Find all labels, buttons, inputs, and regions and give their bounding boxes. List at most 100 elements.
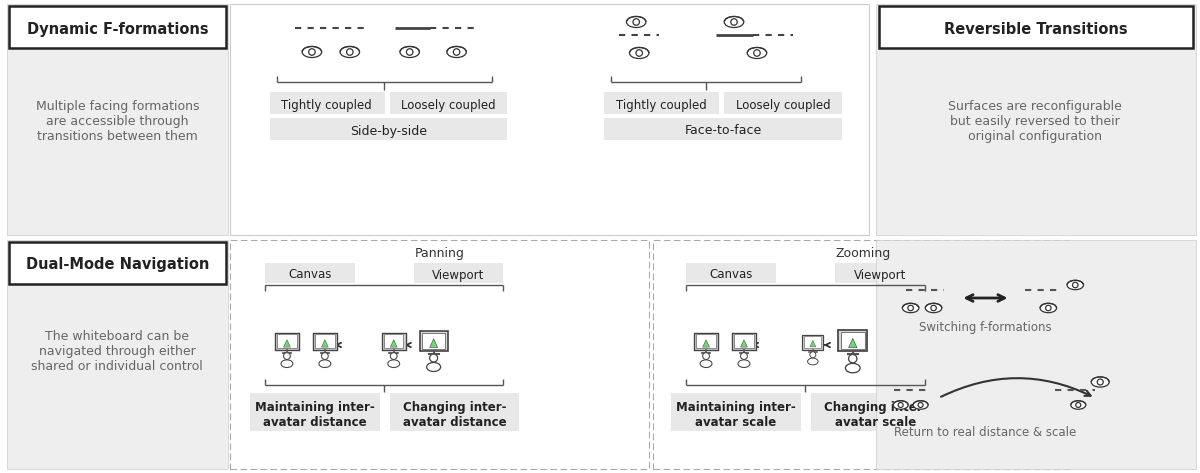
Bar <box>876 4 1196 235</box>
Bar <box>265 263 355 283</box>
Polygon shape <box>430 339 438 348</box>
Text: Loosely coupled: Loosely coupled <box>736 98 830 112</box>
Text: Surfaces are reconfigurable
but easily reversed to their
original configuration: Surfaces are reconfigurable but easily r… <box>948 100 1122 143</box>
Bar <box>390 92 508 114</box>
Polygon shape <box>283 340 290 347</box>
Bar <box>382 333 406 350</box>
Ellipse shape <box>846 363 860 373</box>
Ellipse shape <box>918 403 923 408</box>
Polygon shape <box>703 340 709 347</box>
Polygon shape <box>810 340 816 347</box>
Bar <box>653 240 1073 469</box>
Text: Viewport: Viewport <box>432 269 485 281</box>
Text: Zooming: Zooming <box>835 246 890 260</box>
Ellipse shape <box>446 46 467 58</box>
Bar <box>230 4 869 235</box>
Ellipse shape <box>738 360 750 368</box>
Ellipse shape <box>731 19 737 25</box>
Bar <box>671 393 800 431</box>
Bar <box>384 334 403 348</box>
Text: Switching f-formations: Switching f-formations <box>919 322 1051 334</box>
Ellipse shape <box>725 17 744 27</box>
Ellipse shape <box>630 47 649 59</box>
Bar <box>270 118 508 140</box>
Bar <box>841 332 865 349</box>
Ellipse shape <box>1097 379 1103 385</box>
Bar <box>414 263 504 283</box>
Bar <box>8 242 226 284</box>
Ellipse shape <box>1073 282 1078 288</box>
Bar <box>313 333 337 350</box>
Bar <box>694 333 718 350</box>
Bar <box>876 240 1196 469</box>
Text: Multiple facing formations
are accessible through
transitions between them: Multiple facing formations are accessibl… <box>36 100 199 143</box>
Polygon shape <box>322 340 329 347</box>
Ellipse shape <box>1067 280 1084 289</box>
Ellipse shape <box>902 303 919 313</box>
Ellipse shape <box>632 19 640 25</box>
Bar <box>605 118 841 140</box>
Ellipse shape <box>283 353 290 359</box>
Ellipse shape <box>340 46 360 58</box>
Text: Canvas: Canvas <box>709 269 752 281</box>
Ellipse shape <box>1070 401 1086 409</box>
Ellipse shape <box>913 401 928 409</box>
Ellipse shape <box>1040 303 1056 313</box>
Ellipse shape <box>748 47 767 59</box>
Text: Dual-Mode Navigation: Dual-Mode Navigation <box>25 257 209 272</box>
Bar <box>811 393 941 431</box>
Bar <box>878 6 1193 48</box>
Ellipse shape <box>281 360 293 368</box>
Ellipse shape <box>848 354 857 363</box>
Ellipse shape <box>898 403 904 408</box>
Bar <box>270 92 385 114</box>
Bar <box>734 334 754 348</box>
Text: Reversible Transitions: Reversible Transitions <box>943 23 1127 37</box>
Bar <box>230 240 649 469</box>
Ellipse shape <box>700 360 712 368</box>
Text: The whiteboard can be
navigated through either
shared or individual control: The whiteboard can be navigated through … <box>31 330 203 373</box>
Polygon shape <box>848 338 857 348</box>
Text: Panning: Panning <box>415 246 464 260</box>
Ellipse shape <box>908 305 913 311</box>
Text: Maintaining inter-
avatar scale: Maintaining inter- avatar scale <box>676 401 796 429</box>
Bar <box>422 333 445 349</box>
Ellipse shape <box>703 353 709 359</box>
Ellipse shape <box>740 353 748 359</box>
Bar <box>835 263 924 283</box>
Text: Tightly coupled: Tightly coupled <box>282 98 372 112</box>
Ellipse shape <box>931 305 936 311</box>
Bar <box>316 334 335 348</box>
Text: Return to real distance & scale: Return to real distance & scale <box>894 426 1076 438</box>
Bar <box>6 240 228 469</box>
Bar <box>838 330 868 351</box>
Text: Viewport: Viewport <box>853 269 906 281</box>
Ellipse shape <box>430 354 438 362</box>
Ellipse shape <box>1045 305 1051 311</box>
Polygon shape <box>390 340 397 347</box>
Bar <box>724 92 841 114</box>
Ellipse shape <box>810 352 816 358</box>
Bar <box>804 336 822 348</box>
Text: Loosely coupled: Loosely coupled <box>401 98 496 112</box>
Bar <box>686 263 776 283</box>
Bar <box>803 334 823 350</box>
Bar <box>732 333 756 350</box>
Ellipse shape <box>808 358 818 365</box>
Ellipse shape <box>322 353 329 359</box>
Ellipse shape <box>388 360 400 368</box>
Text: Changing inter-
avatar distance: Changing inter- avatar distance <box>403 401 506 429</box>
Ellipse shape <box>1075 403 1081 408</box>
Ellipse shape <box>925 303 942 313</box>
Ellipse shape <box>427 362 440 371</box>
Ellipse shape <box>754 50 760 56</box>
Bar <box>8 6 226 48</box>
Bar <box>390 393 520 431</box>
Ellipse shape <box>302 46 322 58</box>
Ellipse shape <box>626 17 646 27</box>
Ellipse shape <box>636 50 642 56</box>
Text: Side-by-side: Side-by-side <box>350 124 427 138</box>
Text: Face-to-face: Face-to-face <box>684 124 762 138</box>
Text: Canvas: Canvas <box>288 269 331 281</box>
Bar <box>275 333 299 350</box>
